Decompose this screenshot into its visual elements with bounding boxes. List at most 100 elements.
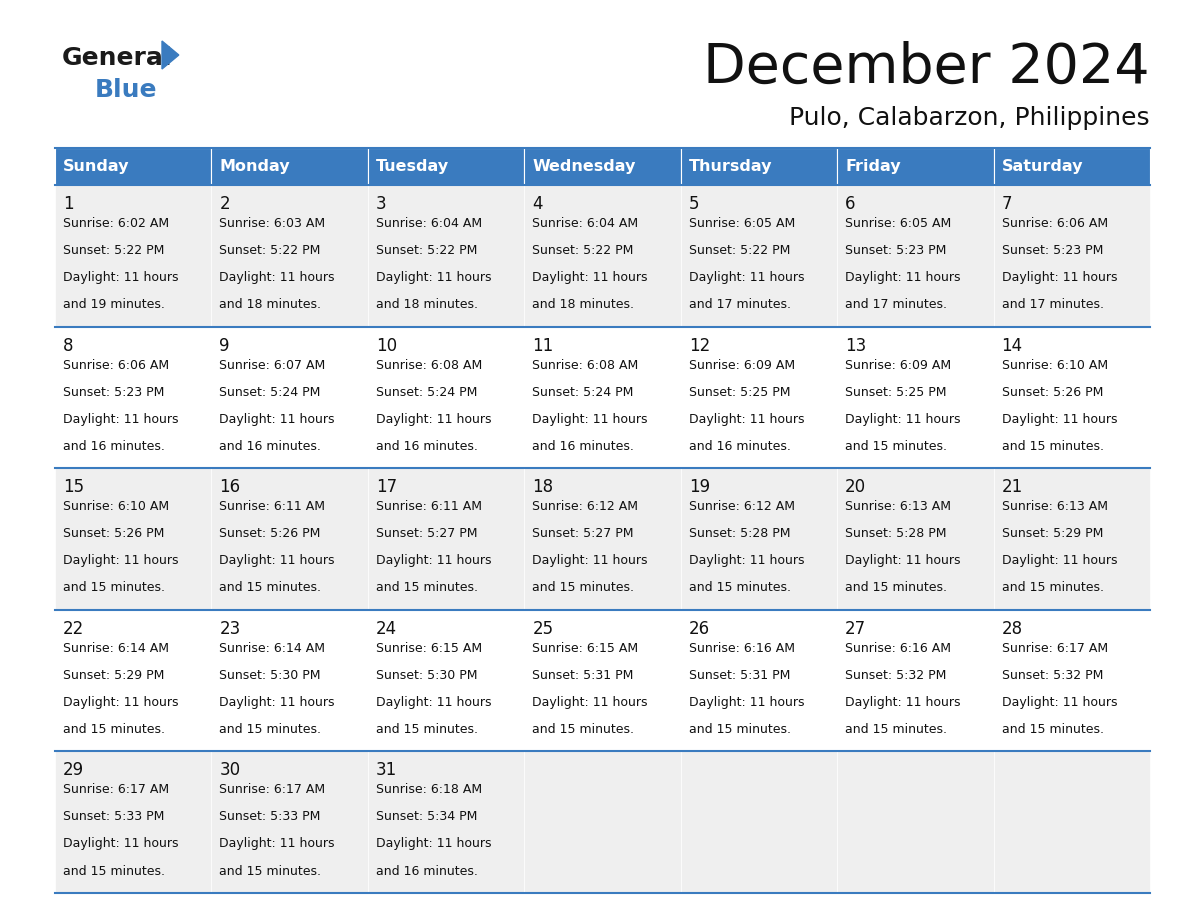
- Text: Sunset: 5:31 PM: Sunset: 5:31 PM: [532, 669, 633, 682]
- Text: Daylight: 11 hours: Daylight: 11 hours: [375, 554, 492, 567]
- Text: Sunrise: 6:14 AM: Sunrise: 6:14 AM: [63, 642, 169, 655]
- Text: Sunset: 5:26 PM: Sunset: 5:26 PM: [63, 527, 164, 541]
- Bar: [368, 185, 524, 327]
- Text: Sunrise: 6:15 AM: Sunrise: 6:15 AM: [532, 642, 638, 655]
- Text: Sunset: 5:27 PM: Sunset: 5:27 PM: [532, 527, 633, 541]
- Text: Sunrise: 6:17 AM: Sunrise: 6:17 AM: [220, 783, 326, 797]
- Text: and 15 minutes.: and 15 minutes.: [220, 865, 322, 878]
- Text: Sunset: 5:23 PM: Sunset: 5:23 PM: [845, 244, 947, 257]
- Text: Daylight: 11 hours: Daylight: 11 hours: [220, 696, 335, 709]
- Text: Daylight: 11 hours: Daylight: 11 hours: [689, 696, 804, 709]
- Bar: [838, 752, 993, 893]
- Text: Daylight: 11 hours: Daylight: 11 hours: [532, 271, 647, 284]
- Text: Friday: Friday: [845, 159, 901, 174]
- Text: 25: 25: [532, 620, 554, 638]
- Text: Sunrise: 6:17 AM: Sunrise: 6:17 AM: [1001, 642, 1107, 655]
- Bar: [55, 752, 211, 893]
- Text: and 19 minutes.: and 19 minutes.: [63, 298, 165, 311]
- Bar: [211, 185, 368, 327]
- Text: Sunset: 5:23 PM: Sunset: 5:23 PM: [63, 386, 164, 398]
- Text: Daylight: 11 hours: Daylight: 11 hours: [689, 554, 804, 567]
- Text: Daylight: 11 hours: Daylight: 11 hours: [532, 554, 647, 567]
- Text: 1: 1: [63, 195, 74, 213]
- Text: 19: 19: [689, 478, 710, 497]
- Text: Sunset: 5:28 PM: Sunset: 5:28 PM: [689, 527, 790, 541]
- Text: and 17 minutes.: and 17 minutes.: [689, 298, 791, 311]
- Text: and 15 minutes.: and 15 minutes.: [532, 723, 634, 736]
- Text: Daylight: 11 hours: Daylight: 11 hours: [375, 696, 492, 709]
- Text: Daylight: 11 hours: Daylight: 11 hours: [689, 413, 804, 426]
- Text: 20: 20: [845, 478, 866, 497]
- Bar: [838, 610, 993, 752]
- Text: 29: 29: [63, 761, 84, 779]
- Text: Sunrise: 6:08 AM: Sunrise: 6:08 AM: [532, 359, 638, 372]
- Text: 4: 4: [532, 195, 543, 213]
- Text: Daylight: 11 hours: Daylight: 11 hours: [1001, 413, 1117, 426]
- Text: 16: 16: [220, 478, 240, 497]
- Text: Sunrise: 6:04 AM: Sunrise: 6:04 AM: [532, 217, 638, 230]
- Text: Blue: Blue: [95, 78, 158, 102]
- Text: Sunset: 5:22 PM: Sunset: 5:22 PM: [689, 244, 790, 257]
- Text: Sunset: 5:28 PM: Sunset: 5:28 PM: [845, 527, 947, 541]
- Text: 22: 22: [63, 620, 84, 638]
- Text: Sunrise: 6:02 AM: Sunrise: 6:02 AM: [63, 217, 169, 230]
- Text: Sunrise: 6:13 AM: Sunrise: 6:13 AM: [1001, 500, 1107, 513]
- Text: Sunrise: 6:09 AM: Sunrise: 6:09 AM: [845, 359, 952, 372]
- Bar: [368, 327, 524, 468]
- Text: Daylight: 11 hours: Daylight: 11 hours: [220, 837, 335, 850]
- Text: and 17 minutes.: and 17 minutes.: [845, 298, 947, 311]
- Text: Sunset: 5:22 PM: Sunset: 5:22 PM: [375, 244, 478, 257]
- Text: and 15 minutes.: and 15 minutes.: [1001, 723, 1104, 736]
- Text: and 15 minutes.: and 15 minutes.: [220, 581, 322, 594]
- Text: Sunrise: 6:12 AM: Sunrise: 6:12 AM: [532, 500, 638, 513]
- Text: Sunrise: 6:07 AM: Sunrise: 6:07 AM: [220, 359, 326, 372]
- Text: Saturday: Saturday: [1001, 159, 1083, 174]
- Text: Sunset: 5:34 PM: Sunset: 5:34 PM: [375, 811, 478, 823]
- Text: Thursday: Thursday: [689, 159, 772, 174]
- Bar: [211, 327, 368, 468]
- Bar: [524, 752, 681, 893]
- Text: Daylight: 11 hours: Daylight: 11 hours: [689, 271, 804, 284]
- Text: 14: 14: [1001, 337, 1023, 354]
- Bar: [993, 327, 1150, 468]
- Text: and 16 minutes.: and 16 minutes.: [532, 440, 634, 453]
- Text: and 15 minutes.: and 15 minutes.: [689, 581, 791, 594]
- Text: Daylight: 11 hours: Daylight: 11 hours: [375, 413, 492, 426]
- Text: Daylight: 11 hours: Daylight: 11 hours: [845, 413, 961, 426]
- Text: 11: 11: [532, 337, 554, 354]
- Text: Sunset: 5:24 PM: Sunset: 5:24 PM: [532, 386, 633, 398]
- Bar: [368, 148, 524, 185]
- Text: Sunset: 5:25 PM: Sunset: 5:25 PM: [845, 386, 947, 398]
- Text: Daylight: 11 hours: Daylight: 11 hours: [220, 271, 335, 284]
- Bar: [993, 468, 1150, 610]
- Text: Sunset: 5:32 PM: Sunset: 5:32 PM: [845, 669, 947, 682]
- Bar: [524, 610, 681, 752]
- Text: Tuesday: Tuesday: [375, 159, 449, 174]
- Text: Sunrise: 6:16 AM: Sunrise: 6:16 AM: [689, 642, 795, 655]
- Text: Daylight: 11 hours: Daylight: 11 hours: [375, 837, 492, 850]
- Text: 10: 10: [375, 337, 397, 354]
- Text: Daylight: 11 hours: Daylight: 11 hours: [220, 413, 335, 426]
- Text: and 15 minutes.: and 15 minutes.: [689, 723, 791, 736]
- Text: 24: 24: [375, 620, 397, 638]
- Text: Sunrise: 6:08 AM: Sunrise: 6:08 AM: [375, 359, 482, 372]
- Text: Daylight: 11 hours: Daylight: 11 hours: [1001, 554, 1117, 567]
- Text: Daylight: 11 hours: Daylight: 11 hours: [532, 696, 647, 709]
- Text: Sunrise: 6:09 AM: Sunrise: 6:09 AM: [689, 359, 795, 372]
- Text: Sunrise: 6:10 AM: Sunrise: 6:10 AM: [1001, 359, 1107, 372]
- Bar: [838, 327, 993, 468]
- Text: Sunrise: 6:05 AM: Sunrise: 6:05 AM: [689, 217, 795, 230]
- Bar: [681, 185, 838, 327]
- Text: 27: 27: [845, 620, 866, 638]
- Text: and 18 minutes.: and 18 minutes.: [532, 298, 634, 311]
- Text: Sunset: 5:30 PM: Sunset: 5:30 PM: [220, 669, 321, 682]
- Bar: [211, 610, 368, 752]
- Text: and 16 minutes.: and 16 minutes.: [375, 865, 478, 878]
- Bar: [211, 752, 368, 893]
- Text: Sunrise: 6:18 AM: Sunrise: 6:18 AM: [375, 783, 482, 797]
- Text: Daylight: 11 hours: Daylight: 11 hours: [63, 554, 178, 567]
- Text: Sunset: 5:32 PM: Sunset: 5:32 PM: [1001, 669, 1102, 682]
- Text: Daylight: 11 hours: Daylight: 11 hours: [845, 696, 961, 709]
- Polygon shape: [162, 41, 179, 69]
- Text: 6: 6: [845, 195, 855, 213]
